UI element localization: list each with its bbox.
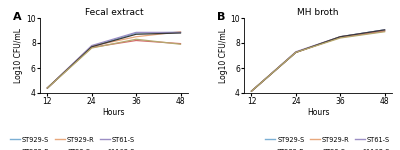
- Text: A: A: [13, 12, 22, 22]
- Text: B: B: [218, 12, 226, 22]
- X-axis label: Hours: Hours: [103, 108, 125, 117]
- Y-axis label: Log10 CFU/mL: Log10 CFU/mL: [14, 28, 24, 83]
- Legend: ST929-S, ST929-R, ST61-S: ST929-S, ST929-R, ST61-S: [262, 134, 393, 145]
- Title: Fecal extract: Fecal extract: [85, 8, 143, 17]
- Title: MH broth: MH broth: [297, 8, 339, 17]
- Legend: ST982-R, ST93-S, 11168-S: ST982-R, ST93-S, 11168-S: [7, 146, 138, 150]
- X-axis label: Hours: Hours: [307, 108, 329, 117]
- Legend: ST982-R, ST93-S, 11168-S: ST982-R, ST93-S, 11168-S: [262, 146, 393, 150]
- Legend: ST929-S, ST929-R, ST61-S: ST929-S, ST929-R, ST61-S: [7, 134, 138, 145]
- Y-axis label: Log10 CFU/mL: Log10 CFU/mL: [218, 28, 228, 83]
